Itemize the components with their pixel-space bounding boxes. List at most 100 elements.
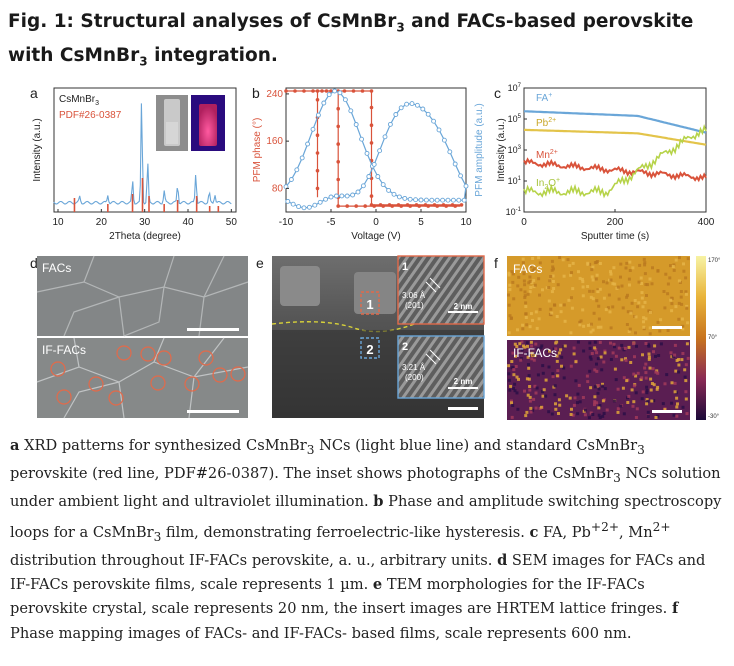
vial-ambient-liquid (166, 122, 178, 144)
phase-texture-dot (652, 383, 656, 387)
panel-b-ylabel-left: PFM phase (°) (252, 118, 263, 183)
sem-facs-label: FACs (42, 261, 71, 275)
phase-texture-dot (591, 278, 595, 282)
phase-texture-dot (570, 296, 573, 300)
phase-texture-dot (597, 387, 601, 391)
pfm-phase-point (311, 89, 315, 93)
phase-texture-dot (619, 404, 623, 408)
sem-iffacs-scalebar (187, 410, 239, 413)
phase-texture-dot (582, 349, 586, 353)
phase-texture-dot (517, 377, 520, 381)
phase-texture-dot (641, 305, 645, 309)
phase-texture-dot (593, 340, 597, 344)
figure-caption: a XRD patterns for synthesized CsMnBr3 N… (10, 437, 722, 642)
phase-texture-dot (642, 257, 646, 261)
phase-map-iffacs-label: IF-FACs (513, 346, 557, 360)
phase-texture-dot (682, 269, 686, 273)
pfm-amplitude-point (402, 195, 408, 201)
phase-texture-dot (626, 401, 630, 404)
hrtem-inset-2-scale: 2 nm (454, 377, 473, 386)
phase-texture-dot (645, 385, 649, 389)
phase-texture-dot (588, 341, 592, 345)
pfm-phase-point (369, 105, 374, 110)
phase-texture-dot (533, 384, 537, 388)
tem-crystal-right (354, 272, 396, 314)
in-label: In2O+ (536, 177, 560, 191)
phase-texture-dot (528, 399, 532, 403)
phase-texture-dot (578, 323, 582, 327)
pfm-phase-point (390, 204, 395, 208)
tem-region-1-label: 1 (366, 297, 373, 312)
hrtem-inset-2-scalebar (448, 387, 478, 389)
phase-texture-dot (529, 286, 533, 289)
title-sub: 3 (396, 20, 405, 35)
phase-texture-dot (595, 362, 598, 366)
phase-texture-dot (602, 280, 605, 284)
phase-texture-dot (635, 344, 638, 348)
caption-c-label: c (529, 523, 539, 541)
phase-texture-dot (568, 264, 572, 268)
phase-texture-dot (579, 319, 583, 323)
phase-texture-dot (596, 391, 600, 395)
pfm-amplitude-point (299, 155, 305, 161)
phase-texture-dot (534, 342, 538, 346)
phase-texture-dot (523, 290, 527, 294)
phase-texture-dot (648, 366, 652, 370)
phase-texture-dot (609, 272, 613, 276)
phase-texture-dot (631, 266, 635, 270)
phase-texture-dot (601, 384, 605, 388)
phase-texture-dot (609, 278, 613, 282)
phase-texture-dot (661, 402, 665, 406)
panel-c-ylabel: Intensity (a.u.) (496, 118, 507, 181)
phase-texture-dot (602, 296, 606, 300)
caption-a-label: a (10, 437, 20, 454)
sem-highlight-circle (198, 350, 214, 366)
pfm-phase-loop (286, 90, 464, 207)
phase-texture-dot (558, 256, 562, 259)
phase-texture-dot (507, 293, 510, 297)
pfm-amplitude-point (445, 197, 451, 203)
phase-texture-dot (643, 263, 647, 267)
phase-texture-dot (539, 346, 543, 350)
phase-texture-dot (523, 283, 527, 287)
pfm-phase-point (441, 203, 446, 207)
phase-texture-dot (684, 397, 688, 401)
phase-texture-dot (647, 352, 651, 356)
phase-texture-dot (596, 357, 600, 361)
phase-texture-dot (634, 416, 638, 419)
sem-highlight-circle (212, 367, 228, 383)
phase-texture-dot (645, 388, 649, 392)
phase-texture-dot (684, 276, 688, 280)
pfm-phase-point (284, 89, 288, 93)
panel-a-xlabel: 2Theta (degree) (109, 231, 181, 242)
phase-texture-dot (616, 410, 620, 414)
phase-texture-dot (591, 328, 595, 332)
pfm-amplitude-point (407, 196, 413, 202)
phase-texture-dot (630, 301, 634, 305)
sem-facs-scalebar (187, 328, 239, 331)
panel-a-plot: CsMnBr3 PDF#26-0387 Intensity (a.u.) 2Th… (32, 87, 237, 242)
phase-texture-dot (508, 288, 512, 292)
phase-texture-dot (559, 348, 563, 352)
pfm-phase-point (369, 89, 374, 93)
phase-texture-dot (587, 416, 591, 420)
phase-texture-dot (551, 375, 555, 379)
phase-texture-dot (556, 369, 560, 373)
phase-texture-dot (640, 397, 644, 401)
phase-texture-dot (513, 382, 517, 386)
phase-texture-dot (508, 283, 512, 287)
phase-texture-dot (576, 412, 580, 416)
phase-texture-dot (562, 303, 566, 307)
phase-texture-dot (656, 414, 660, 418)
phase-texture-dot (549, 275, 553, 278)
phase-texture-dot (612, 399, 616, 403)
phase-texture-dot (634, 374, 638, 378)
pfm-amplitude-point (310, 126, 316, 132)
pfm-amplitude-point (441, 137, 447, 143)
phase-texture-dot (558, 403, 562, 407)
phase-texture-dot (547, 365, 551, 369)
pfm-amplitude-loop (285, 90, 467, 209)
phase-texture-dot (548, 279, 552, 283)
phase-texture-dot (582, 324, 586, 328)
phase-texture-dot (612, 266, 616, 270)
